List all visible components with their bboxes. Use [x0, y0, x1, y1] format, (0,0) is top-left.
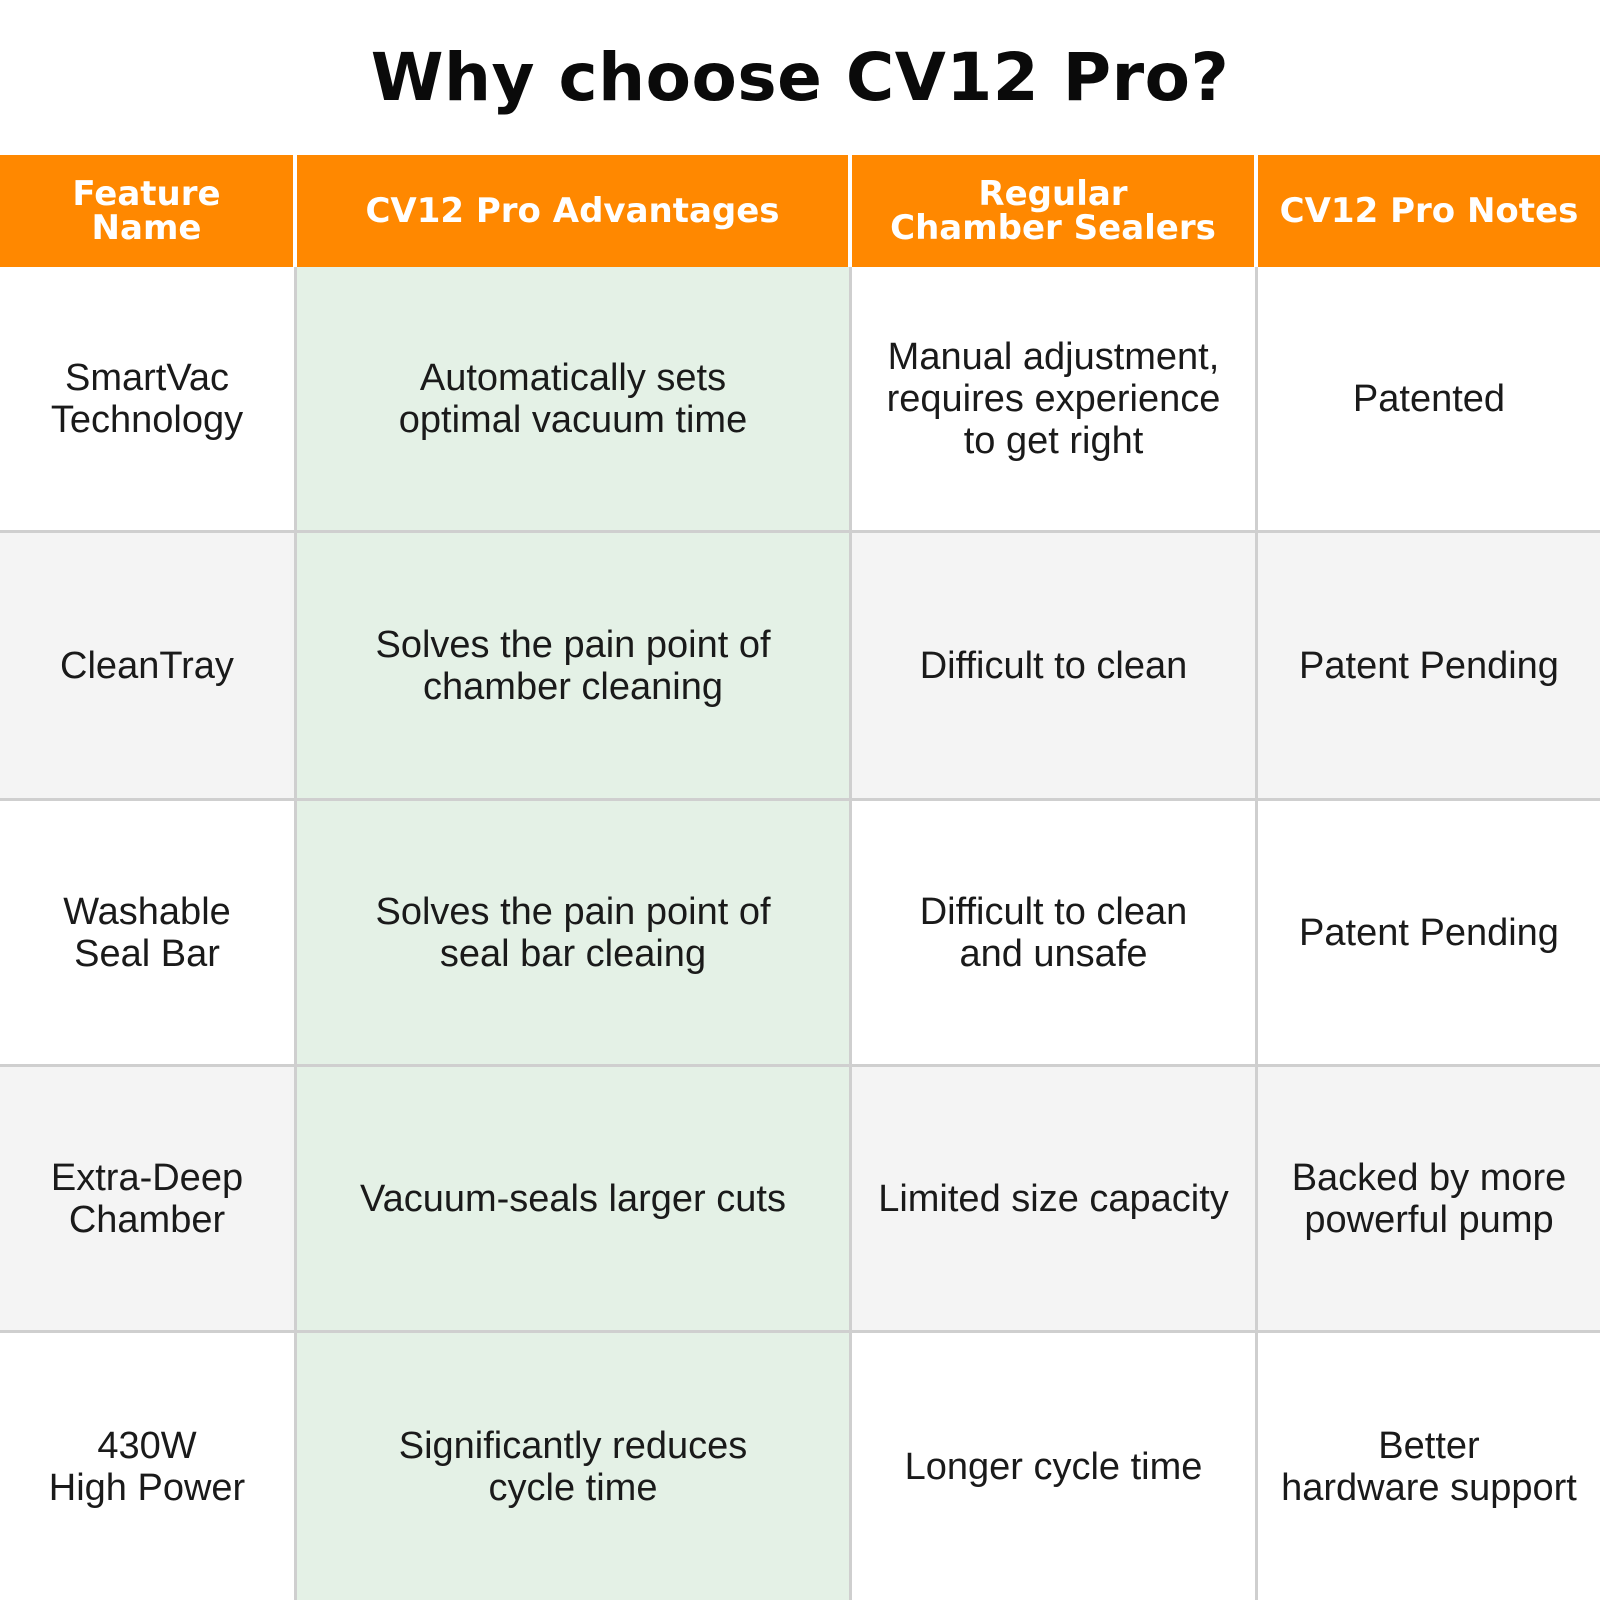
table-cell-notes: Better hardware support	[1258, 1333, 1600, 1600]
table-cell-regular: Difficult to clean and unsafe	[852, 801, 1258, 1067]
table-cell-advantage: Automatically sets optimal vacuum time	[297, 267, 852, 533]
table-cell-advantage: Solves the pain point of chamber cleanin…	[297, 533, 852, 801]
header-regular-sealers: Regular Chamber Sealers	[852, 155, 1258, 267]
header-feature-name: Feature Name	[0, 155, 297, 267]
table-cell-feature: Washable Seal Bar	[0, 801, 297, 1067]
comparison-table: Feature Name CV12 Pro Advantages Regular…	[0, 155, 1600, 1600]
table-cell-notes: Patent Pending	[1258, 533, 1600, 801]
table-cell-feature: CleanTray	[0, 533, 297, 801]
header-cv12-notes: CV12 Pro Notes	[1258, 155, 1600, 267]
header-cv12-advantages: CV12 Pro Advantages	[297, 155, 852, 267]
table-cell-advantage: Significantly reduces cycle time	[297, 1333, 852, 1600]
table-cell-notes: Patented	[1258, 267, 1600, 533]
table-cell-advantage: Solves the pain point of seal bar cleain…	[297, 801, 852, 1067]
table-cell-notes: Patent Pending	[1258, 801, 1600, 1067]
table-cell-notes: Backed by more powerful pump	[1258, 1067, 1600, 1333]
table-cell-advantage: Vacuum-seals larger cuts	[297, 1067, 852, 1333]
table-cell-feature: SmartVac Technology	[0, 267, 297, 533]
table-cell-regular: Difficult to clean	[852, 533, 1258, 801]
table-cell-regular: Manual adjustment, requires experience t…	[852, 267, 1258, 533]
table-cell-feature: 430W High Power	[0, 1333, 297, 1600]
page-title: Why choose CV12 Pro?	[370, 39, 1230, 116]
table-cell-regular: Longer cycle time	[852, 1333, 1258, 1600]
table-cell-regular: Limited size capacity	[852, 1067, 1258, 1333]
table-cell-feature: Extra-Deep Chamber	[0, 1067, 297, 1333]
